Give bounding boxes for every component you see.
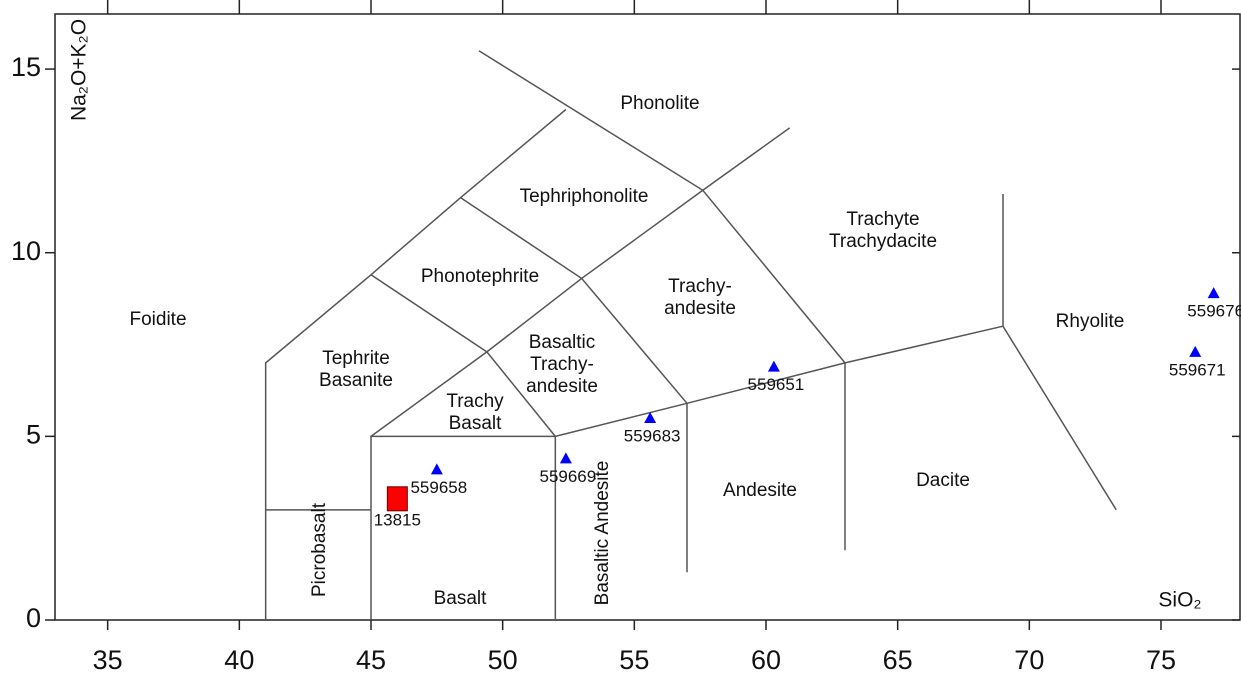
point bbox=[430, 463, 443, 475]
field-label: Basaltic bbox=[529, 332, 596, 353]
y-tick-label: 10 bbox=[11, 236, 41, 266]
y-tick-label: 5 bbox=[26, 419, 41, 449]
field-label: Dacite bbox=[916, 470, 970, 491]
field-label: Picrobasalt bbox=[309, 502, 330, 597]
field-label: Basaltic Andesite bbox=[592, 461, 613, 606]
point-label: 559651 bbox=[748, 375, 805, 394]
field-boundary bbox=[478, 50, 846, 364]
field-label: Trachy- bbox=[530, 354, 594, 375]
field-boundary bbox=[460, 197, 688, 404]
point-label: 559669 bbox=[539, 467, 596, 486]
field-label: Basalt bbox=[449, 413, 503, 434]
field-label: Trachy bbox=[446, 391, 504, 412]
point-label: 559683 bbox=[624, 426, 681, 445]
x-tick-label: 40 bbox=[224, 645, 254, 675]
field-label: Trachy- bbox=[668, 276, 732, 297]
plot-frame bbox=[54, 13, 1241, 621]
field-label: andesite bbox=[664, 298, 736, 319]
field-label: Basanite bbox=[319, 370, 393, 391]
point bbox=[767, 360, 780, 372]
point bbox=[1189, 345, 1202, 357]
x-tick-label: 70 bbox=[1014, 645, 1044, 675]
point-label: 559676 bbox=[1187, 302, 1241, 321]
field-label: Phonotephrite bbox=[421, 266, 539, 287]
field-boundary bbox=[370, 274, 488, 353]
field-label: Basalt bbox=[434, 588, 488, 609]
point-label: 559671 bbox=[1169, 360, 1226, 379]
field-label: Trachyte bbox=[846, 209, 919, 230]
field-label: Rhyolite bbox=[1056, 311, 1125, 332]
point bbox=[644, 412, 657, 423]
y-axis-label: Na₂O+K₂O bbox=[68, 19, 91, 121]
field-label: Foidite bbox=[129, 309, 186, 330]
x-tick-label: 55 bbox=[619, 645, 649, 675]
point-label: 13815 bbox=[374, 510, 421, 529]
field-boundary bbox=[486, 351, 556, 437]
x-tick-label: 60 bbox=[751, 645, 781, 675]
field-label: andesite bbox=[526, 376, 598, 397]
field-label: Andesite bbox=[723, 480, 797, 501]
point bbox=[559, 452, 572, 464]
x-tick-label: 50 bbox=[488, 645, 518, 675]
x-tick-label: 75 bbox=[1146, 645, 1176, 675]
y-tick-label: 15 bbox=[11, 52, 41, 82]
x-axis-label: SiO₂ bbox=[1158, 589, 1201, 612]
point-label: 559658 bbox=[410, 478, 467, 497]
point bbox=[386, 486, 408, 512]
field-label: Trachydacite bbox=[829, 231, 937, 252]
x-tick-label: 35 bbox=[93, 645, 123, 675]
field-label: Tephrite bbox=[322, 348, 390, 369]
point bbox=[1207, 287, 1220, 299]
x-tick-label: 45 bbox=[356, 645, 386, 675]
field-label: Tephriphonolite bbox=[520, 186, 649, 207]
field-boundary bbox=[370, 325, 1117, 620]
field-label: Phonolite bbox=[620, 93, 699, 114]
x-tick-label: 65 bbox=[883, 645, 913, 675]
y-tick-label: 0 bbox=[26, 603, 41, 633]
